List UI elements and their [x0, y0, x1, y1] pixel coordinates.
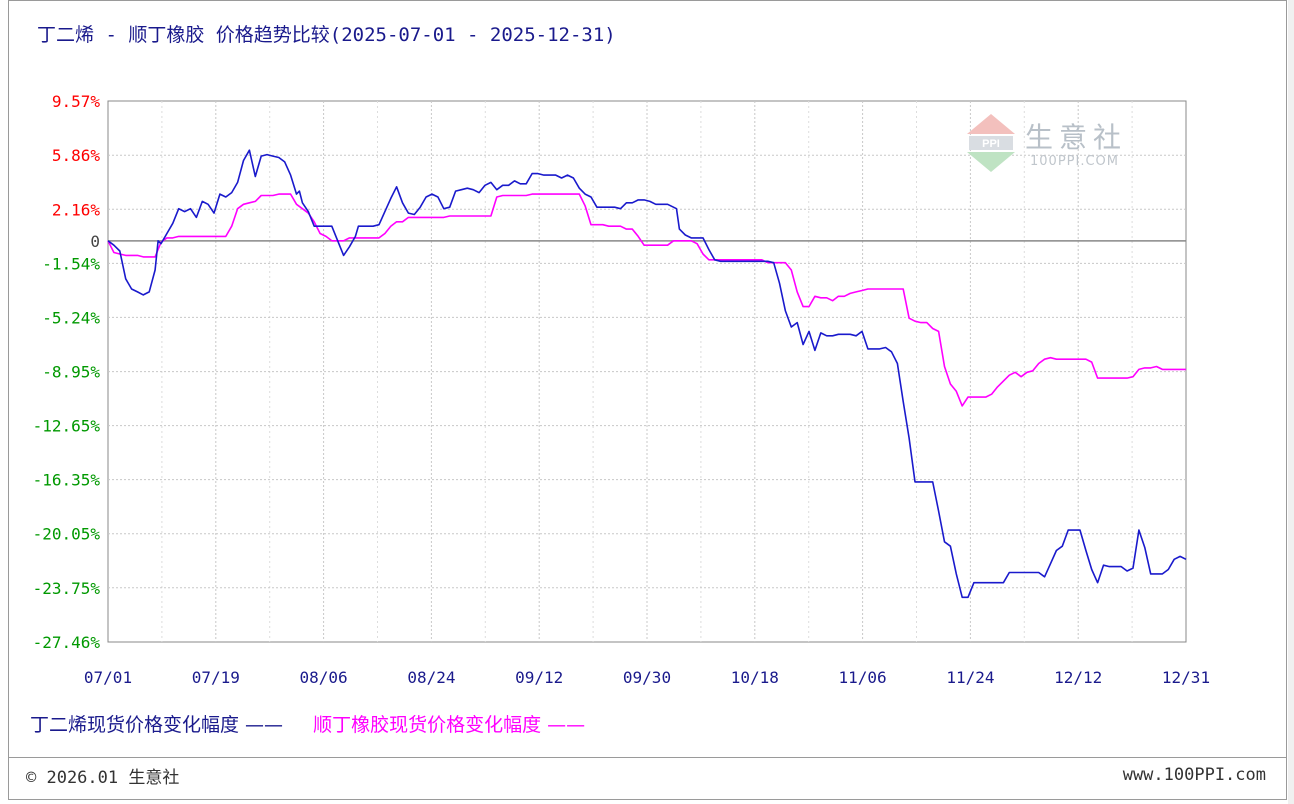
line-chart: 07/01 07/19 08/06 08/24 09/12 09/30 10/18 11/06…: [33, 92, 1211, 687]
y-tick-label: 9.57%: [52, 92, 101, 111]
ppi-badge-text: PPI: [982, 138, 1000, 150]
legend-item-cis-polybutadiene: 顺丁橡胶现货价格变化幅度 ——: [313, 714, 586, 736]
x-tick-label: 12/31: [1162, 668, 1210, 687]
copyright-text: © 2026.01 生意社: [26, 768, 180, 788]
y-tick-label: -8.95%: [42, 363, 100, 382]
x-tick-label: 09/12: [515, 668, 563, 687]
y-tick-label: -1.54%: [42, 254, 100, 273]
footer-divider: [8, 757, 1286, 758]
x-tick-label: 12/12: [1054, 668, 1102, 687]
x-tick-label: 10/18: [731, 668, 779, 687]
window-edge: [1288, 0, 1294, 804]
x-tick-label: 08/06: [300, 668, 348, 687]
legend: 丁二烯现货价格变化幅度 —— 顺丁橡胶现货价格变化幅度 ——: [30, 710, 585, 737]
y-tick-label: -5.24%: [42, 308, 100, 327]
y-tick-label: -20.05%: [33, 525, 101, 544]
y-tick-label: 0: [90, 232, 100, 251]
y-tick-label: 2.16%: [52, 200, 101, 219]
site-link[interactable]: www.100PPI.com: [1122, 765, 1266, 785]
plot-area: [107, 100, 1187, 643]
x-tick-label: 09/30: [623, 668, 671, 687]
y-tick-label: -23.75%: [33, 579, 101, 598]
legend-item-butadiene: 丁二烯现货价格变化幅度 ——: [30, 714, 284, 736]
watermark-url: 100PPI.COM: [1030, 154, 1119, 169]
x-tick-label: 07/01: [84, 668, 132, 687]
series-line-cis-polybutadiene: [107, 193, 1186, 407]
y-tick-label: -12.65%: [33, 417, 101, 436]
watermark-name: 生意社: [1025, 121, 1128, 154]
x-tick-label: 08/24: [407, 668, 455, 687]
ppi-logo-icon: PPI: [967, 114, 1015, 172]
y-tick-label: 5.86%: [52, 146, 101, 165]
x-tick-label: 11/24: [946, 668, 994, 687]
x-tick-label: 11/06: [839, 668, 887, 687]
watermark-logo: PPI: [965, 112, 1017, 178]
x-tick-label: 07/19: [192, 668, 240, 687]
y-tick-label: -27.46%: [33, 633, 101, 652]
chart-title: 丁二烯 - 顺丁橡胶 价格趋势比较(2025-07-01 - 2025-12-3…: [37, 24, 616, 46]
y-tick-label: -16.35%: [33, 471, 101, 490]
series-line-butadiene: [107, 149, 1187, 599]
